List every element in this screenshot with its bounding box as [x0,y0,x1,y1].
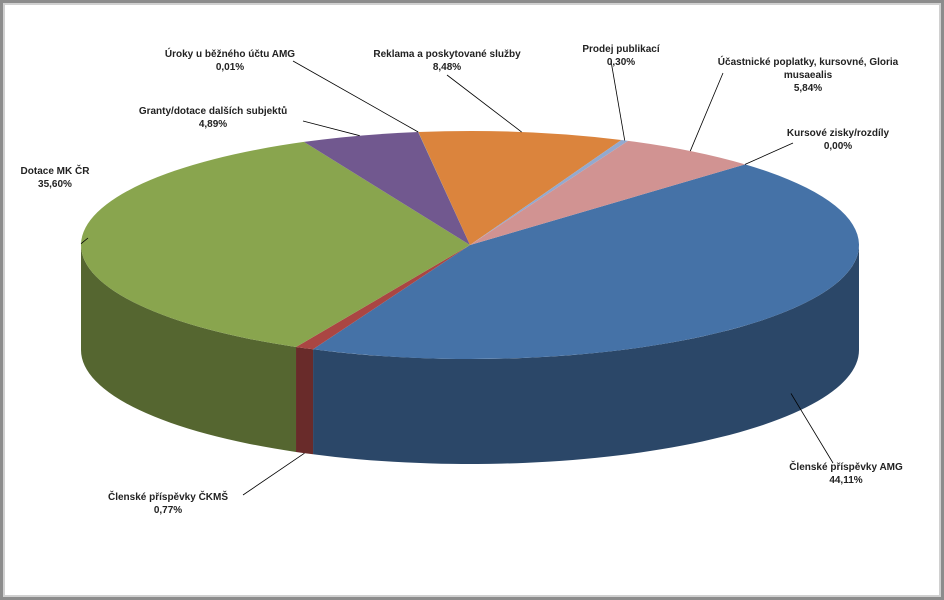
label-value: 5,84% [793,83,823,94]
label-value: 35,60% [38,179,72,190]
label-value: 8,48% [432,62,462,73]
label-value: 44,11% [829,475,863,486]
leader-line [689,72,724,152]
label-value: 0,01% [215,62,245,73]
data-label: Kursové zisky/rozdíly 0,00% [778,127,898,153]
data-label: Účastnické poplatky, kursovné, Gloria mu… [708,56,908,95]
pie-plot [80,60,860,496]
label-value: 0,00% [823,141,853,152]
slice [296,245,470,350]
label-name: Členské příspěvky ČKMŠ [107,492,229,503]
leader-line [446,74,522,133]
slice [80,141,470,347]
data-label: Úroky u běžného účtu AMG 0,01% [155,48,305,74]
label-name: Prodej publikací [582,44,660,55]
label-name: Granty/dotace dalších subjektů [138,106,288,117]
label-name: Reklama a poskytované služby [373,49,521,60]
slice-side [81,245,297,452]
label-value: 0,77% [153,505,183,516]
slice [313,164,860,360]
data-label: Granty/dotace dalších subjektů 4,89% [133,105,293,131]
label-name: Dotace MK ČR [20,166,90,177]
label-name: Kursové zisky/rozdíly [786,128,890,139]
label-value: 4,89% [198,119,228,130]
label-name: Členské příspěvky AMG [789,462,903,473]
slice [470,139,629,245]
leader-line [242,452,305,496]
slice [418,132,470,245]
data-label: Prodej publikací 0,30% [571,43,671,69]
leader-line [302,120,360,137]
data-label: Dotace MK ČR 35,60% [10,165,100,191]
slice [418,131,622,245]
slice-side [296,346,314,455]
slice [470,140,746,245]
data-label: Členské příspěvky AMG 44,11% [776,461,916,487]
data-label: Reklama a poskytované služby 8,48% [367,48,527,74]
data-label: Členské příspěvky ČKMŠ 0,77% [93,491,243,517]
slice [470,164,746,245]
leader-line [292,60,419,133]
leader-line [80,237,89,245]
label-name: Úroky u běžného účtu AMG [164,49,296,60]
leader-line [610,60,626,141]
slice [303,132,470,245]
leader-line [744,142,794,165]
label-name: Účastnické poplatky, kursovné, Gloria mu… [717,57,899,81]
leader-line [790,393,834,464]
slice-side [313,245,860,465]
label-value: 0,30% [606,57,636,68]
